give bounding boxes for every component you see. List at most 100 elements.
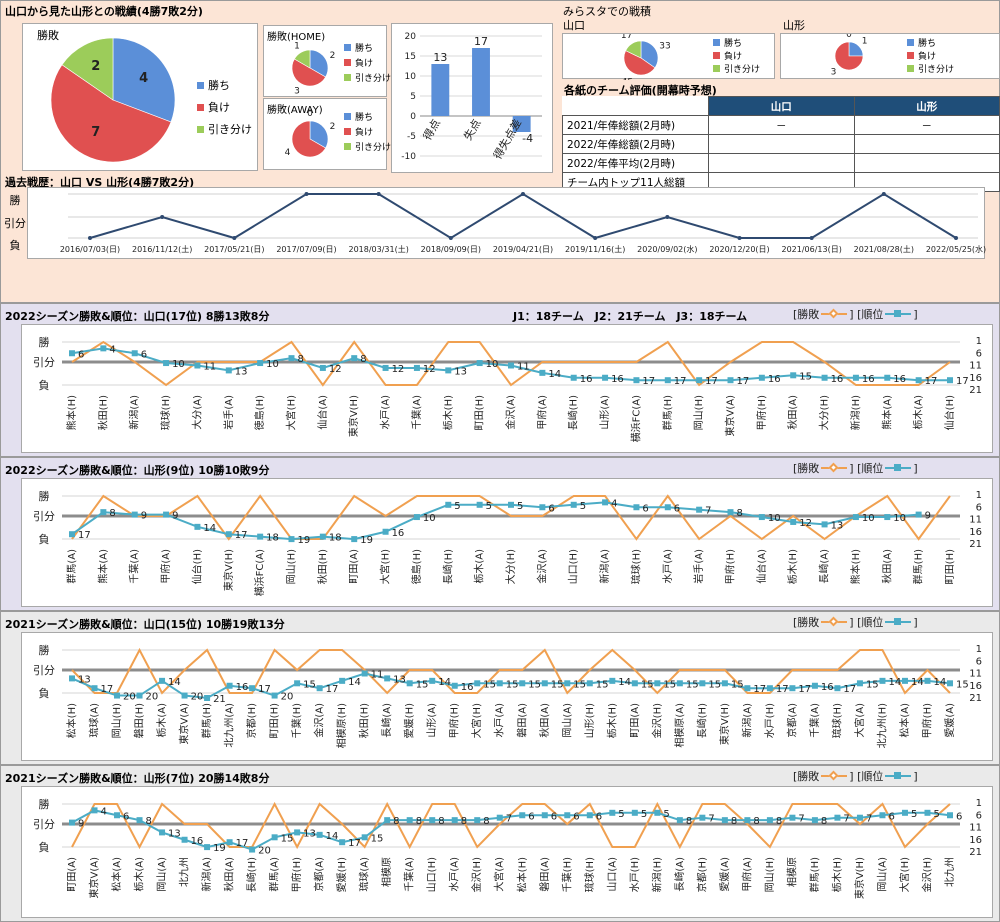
pie-slice (291, 120, 326, 158)
x-tick-label: 琉球(H) (629, 549, 642, 584)
rank-point (696, 506, 703, 513)
pie-value-label: 3 (831, 68, 837, 78)
rank-value-label: 16 (392, 528, 405, 539)
pie-value-label: 4 (139, 71, 148, 86)
x-tick-label: 磐田(A) (538, 857, 551, 892)
history-point (232, 236, 237, 240)
rank-line (71, 672, 951, 700)
x-tick-label: 大宮(H) (285, 395, 298, 430)
rank-point (654, 680, 661, 687)
pie-value-label: 17 (621, 34, 632, 41)
rank-point (924, 677, 931, 684)
rank-value-label: 8 (461, 816, 467, 827)
rank-point (100, 345, 107, 352)
x-tick-label: 磐田(A) (515, 703, 528, 738)
x-tick-label: 北九州(H) (876, 703, 888, 748)
x-tick-label: 熊本(H) (849, 549, 862, 584)
rank-point (496, 814, 503, 821)
rank-value-label: 8 (393, 816, 399, 827)
x-tick-label: 甲府(H) (290, 857, 303, 892)
x-tick-label: 栃木(H) (830, 857, 843, 892)
rank-point (811, 682, 818, 689)
rank-value-label: 13 (454, 366, 467, 377)
pie-home-chart: 2 3 1 (291, 41, 335, 97)
rank-value-label: 6 (528, 811, 534, 822)
rank-value-label: 5 (641, 809, 647, 820)
x-tick-label: 秋田(A) (786, 395, 799, 430)
miras-yamagata-panel: 1 3 0 勝ち 負け 引き分け (780, 33, 1000, 79)
bar (512, 116, 531, 132)
rank-value-label: 9 (141, 511, 147, 522)
rank-point (69, 819, 75, 826)
rank-point (744, 685, 751, 692)
x-tick-label: 2016/11/12(土) (132, 244, 192, 254)
x-tick-label: 徳島(H) (253, 395, 266, 430)
rank-tick-label: 11 (969, 361, 982, 372)
history-point (160, 215, 165, 219)
x-tick-label: 2021/08/28(土) (854, 244, 914, 254)
rank-point (271, 692, 278, 699)
x-tick-label: 大宮(A) (853, 703, 866, 738)
rank-value-label: 15 (506, 679, 519, 690)
x-tick-label: 岡山(A) (876, 857, 888, 892)
x-tick-label: 2021/06/13(日) (781, 245, 841, 254)
rank-point (351, 355, 358, 362)
rank-value-label: 6 (642, 503, 648, 514)
season-legend: [勝敗 ] [順位 ] (793, 461, 918, 476)
x-tick-label: 2020/12/20(日) (709, 245, 769, 254)
rank-point (947, 812, 953, 819)
rank-value-label: 17 (705, 376, 718, 387)
rank-value-label: 14 (911, 677, 924, 688)
rank-point (811, 817, 818, 824)
rank-point (676, 817, 683, 824)
x-tick-label: 長崎(A) (673, 857, 686, 892)
y-axis-label: 引分 (33, 663, 55, 677)
x-tick-label: 岡山(A) (156, 857, 168, 892)
miras-title: みらスタでの戦積 (563, 5, 651, 18)
x-tick-label: 千葉(A) (808, 703, 821, 738)
rank-point (852, 514, 859, 521)
rank-value-label: 15 (708, 679, 721, 690)
rank-point (382, 528, 389, 535)
history-point (376, 192, 381, 196)
x-tick-label: 東京V(H) (222, 549, 235, 591)
y-axis-label: 勝 (39, 797, 50, 811)
rank-point (69, 350, 75, 357)
x-tick-label: 長崎(H) (567, 395, 580, 430)
season-2022-yamaguchi: 2022シーズン勝敗&順位：山口(17位) 8勝13敗8分 J1：18チーム J… (0, 303, 1000, 457)
rank-value-label: 9 (172, 511, 178, 522)
x-tick-label: 栃木(A) (133, 857, 146, 892)
rank-value-label: 15 (731, 679, 744, 690)
rank-value-label: 8 (298, 354, 304, 365)
legend-loss-label: 負け (208, 101, 230, 114)
pie-value-label: 45 (622, 77, 633, 80)
summary-title: 山口から見た山形との戦績(4勝7敗2分) (5, 5, 203, 18)
rank-point (602, 374, 609, 381)
rank-point (633, 504, 640, 511)
rank-value-label: 9 (78, 819, 84, 830)
y-axis-label: 負 (39, 841, 50, 854)
rank-value-label: 5 (933, 809, 939, 820)
x-tick-label: 横浜FC(A) (253, 549, 266, 596)
pie-value-label: 3 (294, 87, 300, 97)
rank-point (319, 533, 326, 540)
rank-line (71, 809, 951, 851)
rank-tick-label: 21 (969, 385, 982, 396)
rank-point (382, 364, 389, 371)
result-line (71, 801, 951, 850)
history-title: 過去戦歴：山口 VS 山形(4勝7敗2分) (5, 176, 195, 189)
table-row: 2021/年俸総額(2月時) －－ (562, 115, 1000, 135)
rank-value-label: 19 (360, 535, 373, 546)
history-point (737, 236, 742, 240)
miras-yamagata-name: 山形 (783, 19, 805, 32)
rank-point (384, 675, 391, 682)
x-tick-label: 得点 (421, 117, 443, 143)
rank-value-label: 20 (281, 692, 294, 703)
rank-value-label: 5 (454, 501, 460, 512)
rank-value-label: 17 (235, 530, 248, 541)
table-row: 2022/年俸総額(2月時) (562, 134, 1000, 154)
x-tick-label: 大宮(H) (470, 703, 483, 738)
x-tick-label: 甲府(H) (920, 703, 933, 738)
x-tick-label: 金沢(A) (504, 395, 517, 430)
